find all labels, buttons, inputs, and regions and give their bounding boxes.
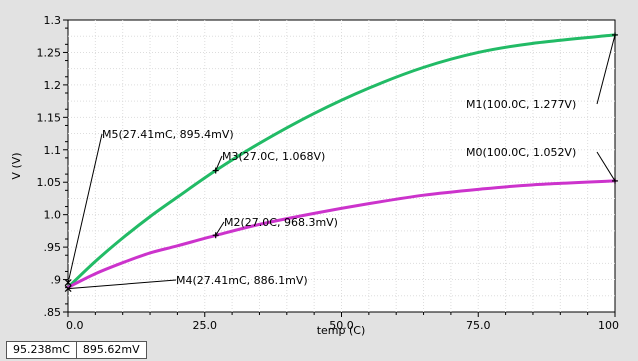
axis-ticks: 0.0 25.0 50.0 75.0 100 .85 .9 .95 1.0 1.05 1.1 1.15…: [37, 14, 620, 332]
cursor-readout: 95.238mC 895.62mV: [6, 341, 147, 359]
marker-symbol[interactable]: [612, 177, 618, 184]
marker-leader-line: [596, 151, 616, 182]
y-readout: 895.62mV: [75, 342, 146, 358]
y-tick-label: 1.25: [37, 46, 62, 59]
marker-labels: M1(100.0C, 1.277V) M0(100.0C, 1.052V) M3(2…: [102, 98, 576, 287]
marker-symbol[interactable]: [212, 167, 219, 174]
marker-leader-line: [67, 133, 103, 283]
y-tick-label: .85: [44, 306, 62, 319]
marker-label: M4(27.41mC, 886.1mV): [176, 274, 308, 287]
y-axis-title: V (V): [10, 152, 23, 179]
marker-label: M1(100.0C, 1.277V): [466, 98, 576, 111]
y-tick-label: .95: [44, 241, 62, 254]
y-tick-label: 1.05: [37, 176, 62, 189]
x-tick-label: 100: [598, 319, 619, 332]
marker-x-b: [64, 279, 72, 286]
marker-leader-line: [215, 221, 225, 236]
x-axis-title: temp (C): [317, 324, 366, 337]
marker-leader-line: [596, 34, 616, 105]
x-tick-label: 25.0: [193, 319, 218, 332]
marker-symbol[interactable]: [612, 31, 618, 38]
x-readout: 95.238mC: [13, 343, 70, 356]
y-tick-label: 1.0: [44, 209, 62, 222]
marker-label: M2(27.0C, 968.3mV): [224, 216, 338, 229]
y-tick-label: 1.15: [37, 111, 62, 124]
marker-leaders: [67, 34, 616, 290]
marker-label: M5(27.41mC, 895.4mV): [102, 128, 234, 141]
y-tick-label: .9: [51, 274, 62, 287]
marker-symbol[interactable]: [64, 279, 72, 286]
marker-symbols[interactable]: [64, 31, 618, 292]
marker-x-b: [64, 285, 72, 292]
marker-label: M0(100.0C, 1.052V): [466, 146, 576, 159]
plot-area[interactable]: 0.0 25.0 50.0 75.0 100 .85 .9 .95 1.0 1.05 1.1 1.15…: [0, 0, 638, 340]
marker-leader-line: [215, 155, 223, 171]
marker-label: M3(27.0C, 1.068V): [222, 150, 325, 163]
x-tick-label: 0.0: [66, 319, 84, 332]
y-tick-label: 1.3: [44, 14, 62, 27]
marker-symbol[interactable]: [64, 285, 72, 292]
marker-leader-line: [68, 279, 177, 290]
series-group[interactable]: [66, 33, 617, 289]
marker-symbol[interactable]: [212, 232, 219, 239]
series-line[interactable]: [66, 179, 617, 289]
y-tick-label: 1.2: [44, 79, 62, 92]
series-line[interactable]: [66, 33, 617, 289]
x-tick-label: 50.0: [329, 319, 354, 332]
y-tick-label: 1.1: [44, 144, 62, 157]
x-tick-label: 75.0: [466, 319, 491, 332]
